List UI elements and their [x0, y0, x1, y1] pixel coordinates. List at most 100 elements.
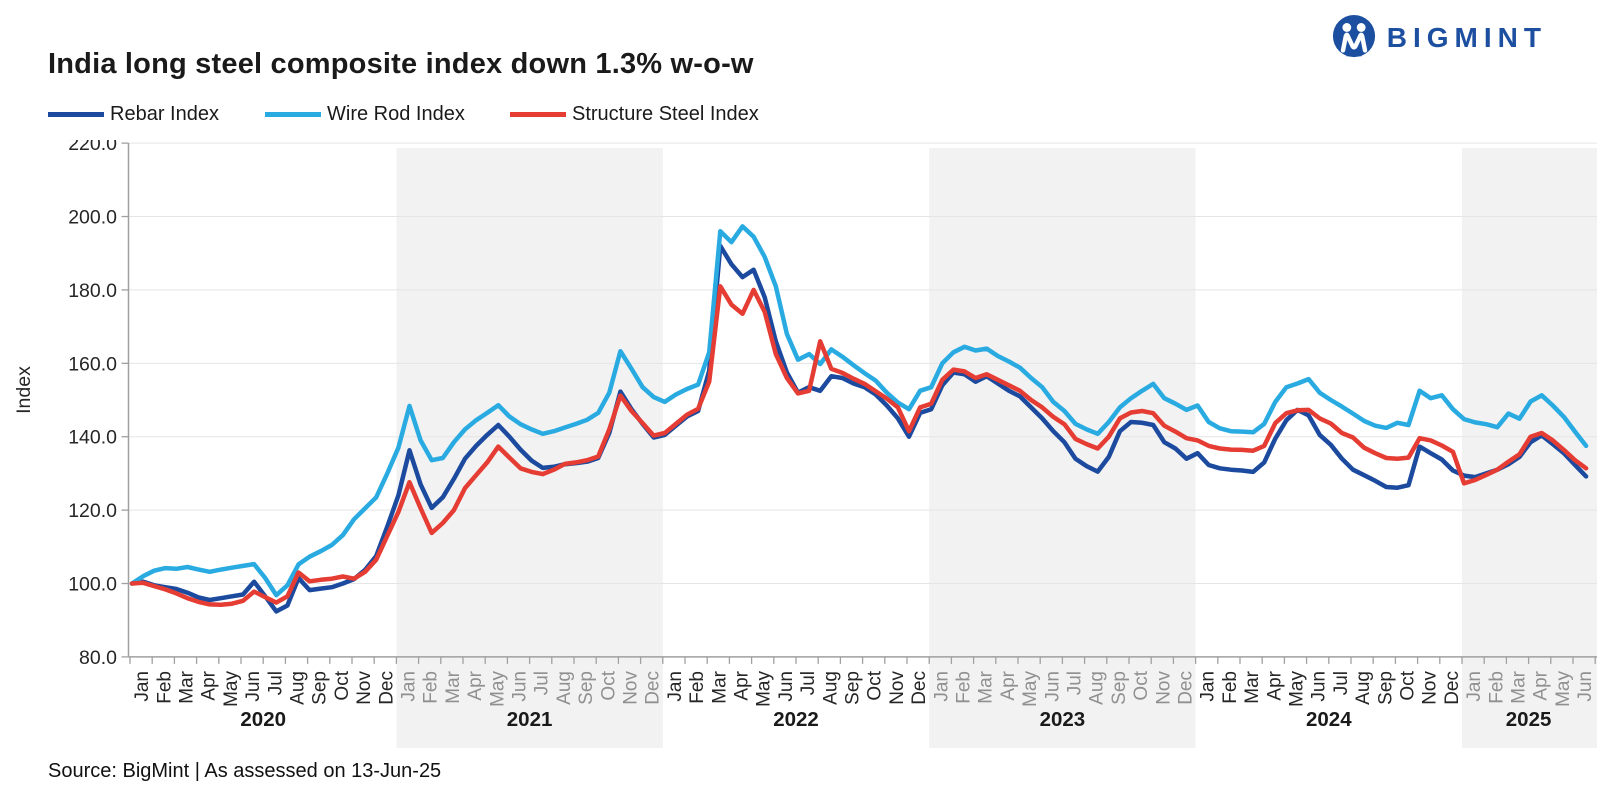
- year-label-2020: 2020: [240, 708, 286, 731]
- month-label-Mar-2020: Mar: [177, 670, 198, 703]
- source-note: Source: BigMint | As assessed on 13-Jun-…: [48, 760, 442, 782]
- month-label-Jan-2025: Jan: [1464, 671, 1485, 702]
- month-label-Jan-2022: Jan: [665, 671, 686, 702]
- y-tick-label: 180.0: [68, 280, 117, 302]
- y-tick-label: 120.0: [68, 500, 117, 522]
- month-label-Dec-2020: Dec: [376, 671, 397, 705]
- legend-swatch-rebar-index: [48, 112, 104, 117]
- month-label-Jun-2022: Jun: [776, 671, 797, 702]
- month-label-Mar-2021: Mar: [443, 670, 464, 703]
- month-label-Jan-2023: Jan: [931, 671, 952, 702]
- page-title: India long steel composite index down 1.…: [48, 48, 754, 80]
- month-label-Apr-2020: Apr: [199, 670, 220, 700]
- month-label-Jun-2020: Jun: [243, 671, 264, 702]
- month-label-Jul-2020: Jul: [265, 671, 286, 695]
- series-line-wire-rod-index: [129, 224, 1589, 598]
- month-label-May-2025: May: [1553, 671, 1574, 707]
- month-label-Aug-2020: Aug: [288, 671, 309, 705]
- month-label-Feb-2020: Feb: [154, 671, 175, 704]
- year-label-2022: 2022: [773, 708, 819, 731]
- month-label-May-2024: May: [1287, 671, 1308, 707]
- month-label-Mar-2023: Mar: [976, 670, 997, 703]
- month-label-Aug-2023: Aug: [1087, 671, 1108, 705]
- month-label-Aug-2024: Aug: [1353, 671, 1374, 705]
- month-label-Feb-2024: Feb: [1220, 671, 1241, 704]
- month-label-Jun-2021: Jun: [510, 671, 531, 702]
- legend-swatch-structure-steel-index: [510, 112, 566, 117]
- month-label-Oct-2020: Oct: [332, 670, 353, 700]
- month-label-Jan-2024: Jan: [1198, 671, 1219, 702]
- month-label-Sep-2024: Sep: [1375, 671, 1396, 705]
- month-label-Sep-2020: Sep: [310, 671, 331, 705]
- month-label-Nov-2023: Nov: [1153, 671, 1174, 705]
- month-label-Feb-2022: Feb: [687, 671, 708, 704]
- month-label-May-2022: May: [754, 671, 775, 707]
- month-label-Apr-2024: Apr: [1264, 670, 1285, 700]
- month-label-Jun-2025: Jun: [1575, 671, 1596, 702]
- month-label-Oct-2022: Oct: [865, 670, 886, 700]
- month-label-Mar-2022: Mar: [709, 670, 730, 703]
- y-tick-label: 100.0: [68, 574, 117, 596]
- month-label-Dec-2023: Dec: [1176, 671, 1197, 705]
- year-label-2023: 2023: [1040, 708, 1086, 731]
- month-label-Jul-2024: Jul: [1331, 671, 1352, 695]
- series-line-structure-steel-index: [129, 284, 1589, 608]
- year-band-2021: [396, 148, 663, 748]
- y-tick-label: 200.0: [68, 207, 117, 229]
- month-label-Feb-2023: Feb: [954, 671, 975, 704]
- month-label-Aug-2022: Aug: [820, 671, 841, 705]
- month-label-Oct-2024: Oct: [1398, 670, 1419, 700]
- y-tick-label: 140.0: [68, 427, 117, 449]
- month-label-Nov-2021: Nov: [621, 671, 642, 705]
- month-label-Jun-2023: Jun: [1042, 671, 1063, 702]
- y-tick-label: 160.0: [68, 353, 117, 375]
- legend-item-structure-steel-index: Structure Steel Index: [510, 103, 759, 126]
- month-label-Jun-2024: Jun: [1309, 671, 1330, 702]
- chart-legend: Rebar Index Wire Rod Index Structure Ste…: [0, 103, 1599, 129]
- month-label-Mar-2024: Mar: [1242, 670, 1263, 703]
- month-label-Apr-2025: Apr: [1531, 670, 1552, 700]
- month-label-Nov-2022: Nov: [887, 671, 908, 705]
- month-label-Apr-2023: Apr: [998, 670, 1019, 700]
- month-label-Jul-2022: Jul: [798, 671, 819, 695]
- year-label-2024: 2024: [1306, 708, 1352, 731]
- month-label-Dec-2021: Dec: [643, 671, 664, 705]
- month-label-Feb-2025: Feb: [1486, 671, 1507, 704]
- year-label-2025: 2025: [1506, 708, 1552, 731]
- bigmint-logo-icon: [1332, 15, 1375, 58]
- y-tick-label: 80.0: [79, 647, 117, 669]
- legend-item-wire-rod-index: Wire Rod Index: [265, 103, 465, 126]
- month-label-Jul-2021: Jul: [532, 671, 553, 695]
- year-band-2025: [1462, 148, 1597, 748]
- month-label-Apr-2022: Apr: [732, 670, 753, 700]
- month-label-Dec-2022: Dec: [909, 671, 930, 705]
- month-label-Sep-2023: Sep: [1109, 671, 1130, 705]
- month-label-Apr-2021: Apr: [465, 670, 486, 700]
- month-label-Jan-2020: Jan: [132, 671, 153, 702]
- series-line-rebar-index: [129, 243, 1589, 614]
- legend-label: Wire Rod Index: [327, 103, 465, 125]
- legend-label: Rebar Index: [110, 103, 219, 125]
- month-label-Mar-2025: Mar: [1509, 670, 1530, 703]
- year-label-2021: 2021: [507, 708, 553, 731]
- month-label-Dec-2024: Dec: [1442, 671, 1463, 705]
- legend-label: Structure Steel Index: [572, 103, 759, 125]
- month-label-Oct-2021: Oct: [598, 670, 619, 700]
- year-band-2023: [929, 148, 1196, 748]
- bigmint-logo: BIGMINT: [1331, 14, 1547, 62]
- month-label-May-2020: May: [221, 671, 242, 707]
- month-label-May-2021: May: [487, 671, 508, 707]
- legend-swatch-wire-rod-index: [265, 112, 321, 117]
- y-tick-label: 220.0: [68, 140, 117, 155]
- month-label-Oct-2023: Oct: [1131, 670, 1152, 700]
- month-label-Nov-2024: Nov: [1420, 671, 1441, 705]
- month-label-Jul-2023: Jul: [1065, 671, 1086, 695]
- month-label-Nov-2020: Nov: [354, 671, 375, 705]
- month-label-Sep-2022: Sep: [843, 671, 864, 705]
- month-label-Sep-2021: Sep: [576, 671, 597, 705]
- month-label-Aug-2021: Aug: [554, 671, 575, 705]
- bigmint-logo-text: BIGMINT: [1386, 22, 1547, 53]
- composite-index-chart: 80.0 100.0 120.0 140.0 160.0 180.0 200.0 220.0 I…: [13, 140, 1597, 748]
- legend-item-rebar-index: Rebar Index: [48, 103, 219, 126]
